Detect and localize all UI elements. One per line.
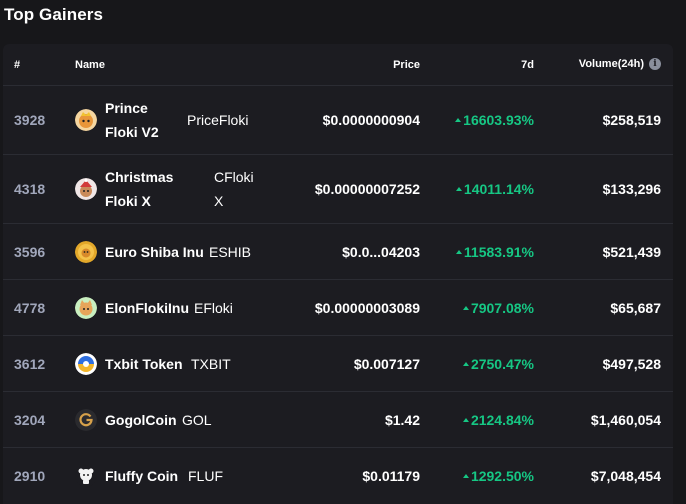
coin-price: $0.01179 <box>362 468 420 484</box>
coin-volume: $497,528 <box>602 355 661 372</box>
prince-floki-coin-icon <box>75 109 97 131</box>
table-header: # Name Price 7d Volume(24h) i <box>3 44 673 86</box>
header-7d[interactable]: 7d <box>521 59 534 71</box>
rank: 2910 <box>14 468 46 484</box>
price-change-7d: 11583.91% <box>455 243 534 260</box>
rank: 3928 <box>14 112 46 128</box>
table-body: 3928 Prince Floki V2 PriceFloki $0.00000… <box>3 86 673 504</box>
coin-price: $1.42 <box>384 411 420 428</box>
header-rank: # <box>14 59 21 71</box>
caret-up-icon <box>455 249 462 254</box>
rank: 3204 <box>14 411 46 428</box>
coin-price: $0.0...04203 <box>342 243 420 260</box>
coin-name[interactable]: Fluffy Coin <box>105 468 179 484</box>
page-title: Top Gainers <box>4 5 104 24</box>
coin-name[interactable]: Prince Floki V2 <box>105 100 159 140</box>
caret-up-icon <box>455 187 462 191</box>
price-change-value: 1292.50% <box>470 468 534 484</box>
coin-name[interactable]: ElonFlokiInu <box>105 299 189 316</box>
gogol-coin-icon <box>75 408 97 431</box>
price-change-value: 7907.08% <box>470 299 534 316</box>
rank: 3612 <box>14 355 46 372</box>
price-change-7d: 7907.08% <box>462 299 534 316</box>
table-row[interactable]: 3928 Prince Floki V2 PriceFloki $0.00000… <box>3 86 673 155</box>
coin-symbol: ESHIB <box>209 243 252 260</box>
rank: 3596 <box>14 243 46 260</box>
price-change-7d: 2750.47% <box>462 355 534 372</box>
caret-up-icon <box>455 118 462 122</box>
rank: 4318 <box>14 181 46 197</box>
coin-symbol: EFloki <box>194 299 233 316</box>
coin-volume: $258,519 <box>602 112 661 128</box>
header-price[interactable]: Price <box>393 59 420 71</box>
christmas-floki-coin-icon <box>75 178 97 200</box>
table-row[interactable]: 2910 Fluffy Coin FLUF $0.01179 1292.50% <box>3 448 673 504</box>
table-row[interactable]: 3204 GogolCoin GOL $1.42 2124.84% $1,460… <box>3 392 673 448</box>
coin-name[interactable]: Euro Shiba Inu <box>105 243 204 260</box>
price-change-7d: 1292.50% <box>462 468 534 484</box>
price-change-value: 16603.93% <box>463 112 534 128</box>
caret-up-icon <box>462 361 469 366</box>
coin-price: $0.007127 <box>353 355 420 372</box>
elon-floki-coin-icon <box>75 296 97 319</box>
coin-symbol: GOL <box>182 411 212 428</box>
coin-price: $0.00000003089 <box>314 299 420 316</box>
coin-volume: $65,687 <box>610 299 661 316</box>
price-change-value: 11583.91% <box>463 243 534 260</box>
table-row[interactable]: 4778 ElonFlokiInu EFloki $0.00000003089 … <box>3 280 673 336</box>
coin-symbol: CFloki X <box>214 169 254 209</box>
price-change-value: 2750.47% <box>470 355 534 372</box>
header-volume[interactable]: Volume(24h) i <box>579 58 661 70</box>
table-row[interactable]: 3612 Txbit Token TXBIT $0.007127 2750.47… <box>3 336 673 392</box>
caret-up-icon <box>462 305 469 310</box>
coin-price: $0.0000000904 <box>322 112 420 128</box>
table-row[interactable]: 3596 Euro Shiba Inu ESHIB $0.0...04203 1… <box>3 224 673 280</box>
coin-symbol: FLUF <box>188 468 223 484</box>
price-change-7d: 14011.14% <box>455 181 534 197</box>
coin-volume: $133,296 <box>602 181 661 197</box>
coin-name[interactable]: GogolCoin <box>105 411 177 428</box>
price-change-7d: 2124.84% <box>462 411 534 428</box>
price-change-value: 2124.84% <box>470 411 534 428</box>
header-volume-label: Volume(24h) <box>578 58 644 70</box>
caret-up-icon <box>462 417 469 422</box>
coin-name[interactable]: Txbit Token <box>105 355 183 372</box>
coin-symbol: TXBIT <box>191 355 231 372</box>
txbit-coin-icon <box>75 352 97 375</box>
price-change-7d: 16603.93% <box>455 112 534 128</box>
rank: 4778 <box>14 299 46 316</box>
caret-up-icon <box>462 474 469 478</box>
coin-volume: $521,439 <box>602 243 661 260</box>
table-row[interactable]: 4318 Christmas Floki X CFloki X $0.00000… <box>3 155 673 224</box>
coin-name[interactable]: Christmas Floki X <box>105 169 174 209</box>
euro-shiba-coin-icon <box>75 240 97 263</box>
header-name[interactable]: Name <box>75 59 105 71</box>
info-icon[interactable]: i <box>649 58 661 70</box>
coin-price: $0.00000007252 <box>314 181 420 197</box>
coin-symbol: PriceFloki <box>187 112 249 128</box>
coin-volume: $7,048,454 <box>590 468 661 484</box>
coin-volume: $1,460,054 <box>590 411 661 428</box>
fluffy-coin-icon <box>75 465 97 487</box>
gainers-table: # Name Price 7d Volume(24h) i 3928 Pr <box>3 44 673 504</box>
price-change-value: 14011.14% <box>463 181 534 197</box>
